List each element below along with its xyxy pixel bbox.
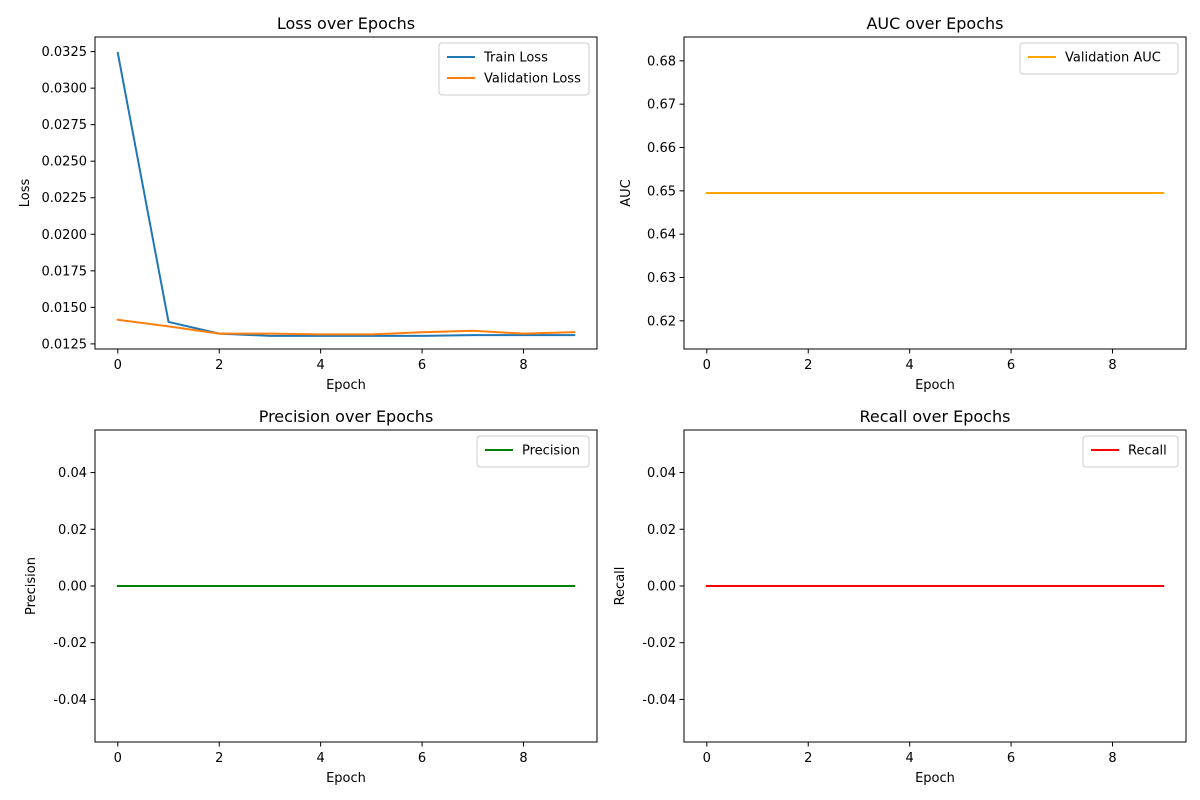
- x-tick-label: 8: [1108, 751, 1116, 766]
- chart-title: Recall over Epochs: [860, 407, 1011, 426]
- y-tick-label: -0.02: [642, 636, 676, 651]
- y-tick-label: 0.0275: [42, 118, 88, 133]
- x-tick-label: 6: [418, 751, 426, 766]
- y-tick-label: 0.00: [58, 580, 87, 595]
- x-tick-label: 4: [906, 358, 914, 373]
- x-axis-label: Epoch: [915, 378, 955, 393]
- x-tick-label: 2: [215, 358, 223, 373]
- legend-box: [438, 42, 590, 96]
- y-tick-label: 0.62: [647, 314, 676, 329]
- x-tick-label: 4: [317, 751, 325, 766]
- legend-label: Train Loss: [483, 51, 548, 66]
- legend-box: [1019, 42, 1179, 75]
- y-tick-label: 0.0325: [42, 45, 88, 60]
- x-tick-label: 2: [804, 751, 812, 766]
- y-tick-label: 0.64: [647, 228, 676, 243]
- chart-panel-3: 0 2 4 6 8 -0.04 -0.02 0.00 0.02 0.04 Precision ove…: [24, 407, 598, 786]
- x-tick-label: 6: [1007, 358, 1015, 373]
- chart-panel-1: 0 2 4 6 8 0.0125 0.0150 0.0175 0.0200 0.0225 0.025…: [18, 14, 598, 393]
- y-tick-label: 0.00: [647, 580, 676, 595]
- y-tick-label: 0.65: [647, 184, 676, 199]
- legend: Train Loss Validation Loss: [438, 42, 590, 96]
- y-tick-label: 0.68: [647, 54, 676, 69]
- legend-label: Precision: [522, 444, 580, 459]
- y-axis-label: Recall: [613, 567, 628, 606]
- x-tick-label: 0: [114, 751, 122, 766]
- y-tick-label: 0.0225: [42, 191, 88, 206]
- y-tick-label: 0.0175: [42, 264, 88, 279]
- y-tick-label: 0.0150: [42, 301, 88, 316]
- y-tick-label: 0.66: [647, 141, 676, 156]
- y-axis-label: AUC: [619, 179, 634, 207]
- legend-box: [476, 435, 590, 468]
- legend: Recall: [1082, 435, 1179, 468]
- series-line-1-1: [116, 51, 576, 337]
- chart-title: AUC over Epochs: [866, 14, 1003, 33]
- legend: Precision: [476, 435, 590, 468]
- x-tick-label: 8: [1108, 358, 1116, 373]
- x-tick-label: 8: [519, 751, 527, 766]
- x-tick-label: 0: [114, 358, 122, 373]
- x-tick-label: 4: [906, 751, 914, 766]
- chart-title: Precision over Epochs: [259, 407, 434, 426]
- series-line-1-2: [116, 318, 576, 336]
- y-tick-label: 0.02: [647, 523, 676, 538]
- y-tick-label: 0.0250: [42, 155, 88, 170]
- axes-frame: [683, 36, 1187, 350]
- y-tick-label: 0.04: [647, 466, 676, 481]
- x-tick-label: 0: [703, 751, 711, 766]
- chart-panel-4: 0 2 4 6 8 -0.04 -0.02 0.00 0.02 0.04 Recall over E…: [613, 407, 1187, 786]
- y-tick-label: -0.02: [53, 636, 87, 651]
- x-tick-label: 2: [804, 358, 812, 373]
- x-tick-label: 8: [519, 358, 527, 373]
- x-tick-label: 2: [215, 751, 223, 766]
- x-tick-label: 6: [1007, 751, 1015, 766]
- x-tick-label: 4: [317, 358, 325, 373]
- y-tick-label: 0.67: [647, 98, 676, 113]
- legend-label: Validation AUC: [1065, 51, 1161, 66]
- x-axis-label: Epoch: [915, 771, 955, 786]
- axes-frame: [94, 36, 598, 350]
- y-tick-label: 0.63: [647, 271, 676, 286]
- y-tick-label: 0.02: [58, 523, 87, 538]
- legend: Validation AUC: [1019, 42, 1179, 75]
- y-tick-label: 0.0300: [42, 82, 88, 97]
- x-axis-label: Epoch: [326, 378, 366, 393]
- legend-box: [1082, 435, 1179, 468]
- y-tick-label: -0.04: [53, 693, 87, 708]
- chart-title: Loss over Epochs: [277, 14, 415, 33]
- y-tick-label: 0.0200: [42, 228, 88, 243]
- x-axis-label: Epoch: [326, 771, 366, 786]
- chart-panel-2: 0 2 4 6 8 0.62 0.63 0.64 0.65 0.66 0.67 0.68 AUC ove…: [619, 14, 1187, 393]
- legend-label: Recall: [1128, 444, 1167, 459]
- legend-label: Validation Loss: [484, 72, 581, 87]
- y-axis-label: Precision: [24, 557, 39, 615]
- x-tick-label: 0: [703, 358, 711, 373]
- x-tick-label: 6: [418, 358, 426, 373]
- y-tick-label: 0.0125: [42, 337, 88, 352]
- y-axis-label: Loss: [18, 179, 33, 208]
- y-tick-label: -0.04: [642, 693, 676, 708]
- y-tick-label: 0.04: [58, 466, 87, 481]
